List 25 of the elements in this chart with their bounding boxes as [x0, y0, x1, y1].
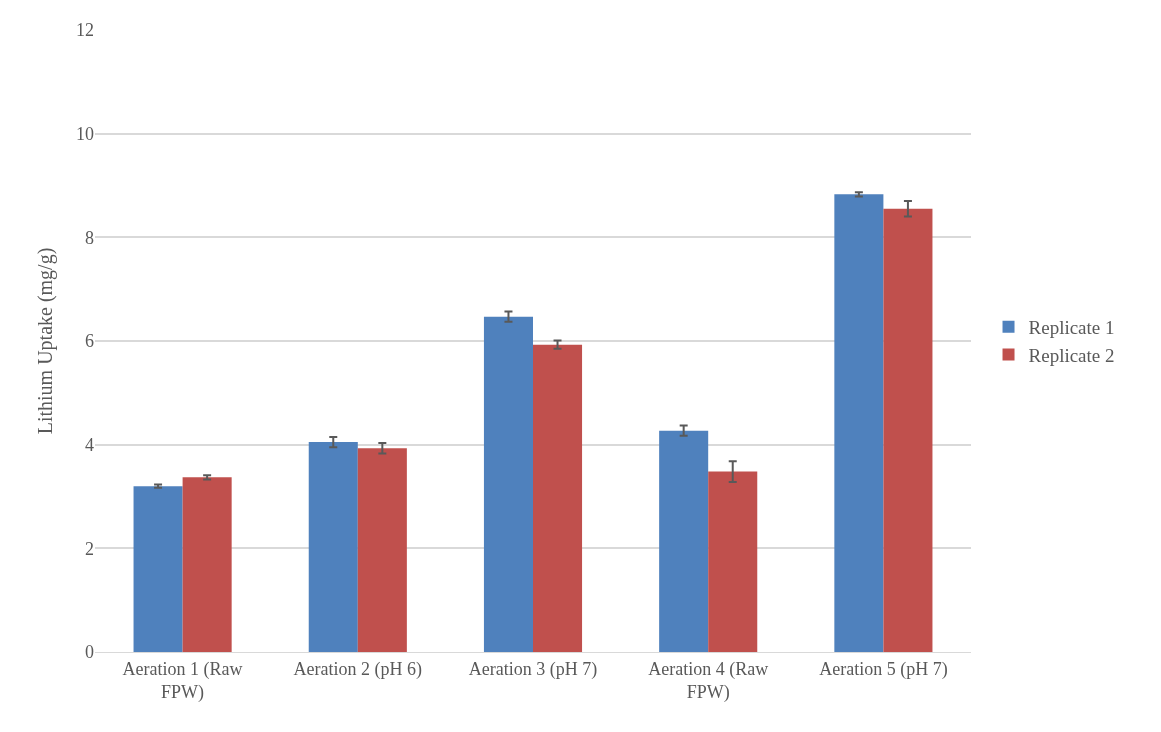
y-tick-label: 2 — [85, 538, 94, 559]
bar — [883, 208, 933, 652]
y-tick-label: 4 — [85, 434, 94, 455]
x-tick-label: Aeration 3 (pH 7) — [468, 658, 598, 680]
bar — [182, 477, 232, 652]
legend-label: Replicate 2 — [1028, 344, 1115, 366]
bar — [133, 486, 183, 652]
y-tick-label: 0 — [85, 642, 94, 663]
x-tick-label: Aeration 1 (Raw FPW) — [122, 658, 243, 703]
x-tick-label: Aeration 2 (pH 6) — [293, 658, 423, 680]
bar — [308, 442, 358, 652]
legend-label: Replicate 1 — [1028, 317, 1115, 339]
bar — [659, 430, 709, 652]
bar — [483, 316, 533, 652]
x-tick-label: Aeration 4 (Raw FPW) — [648, 658, 769, 703]
y-tick-label: 12 — [76, 20, 94, 41]
bar — [357, 448, 407, 652]
y-tick-label: 8 — [85, 227, 94, 248]
bar — [533, 344, 583, 652]
bar — [708, 471, 758, 652]
bar — [834, 194, 884, 652]
y-axis-title: Lithium Uptake (mg/g) — [33, 247, 57, 435]
x-tick-label: Aeration 5 (pH 7) — [819, 658, 948, 680]
y-tick-label: 10 — [76, 123, 94, 144]
y-tick-label: 6 — [85, 331, 94, 352]
